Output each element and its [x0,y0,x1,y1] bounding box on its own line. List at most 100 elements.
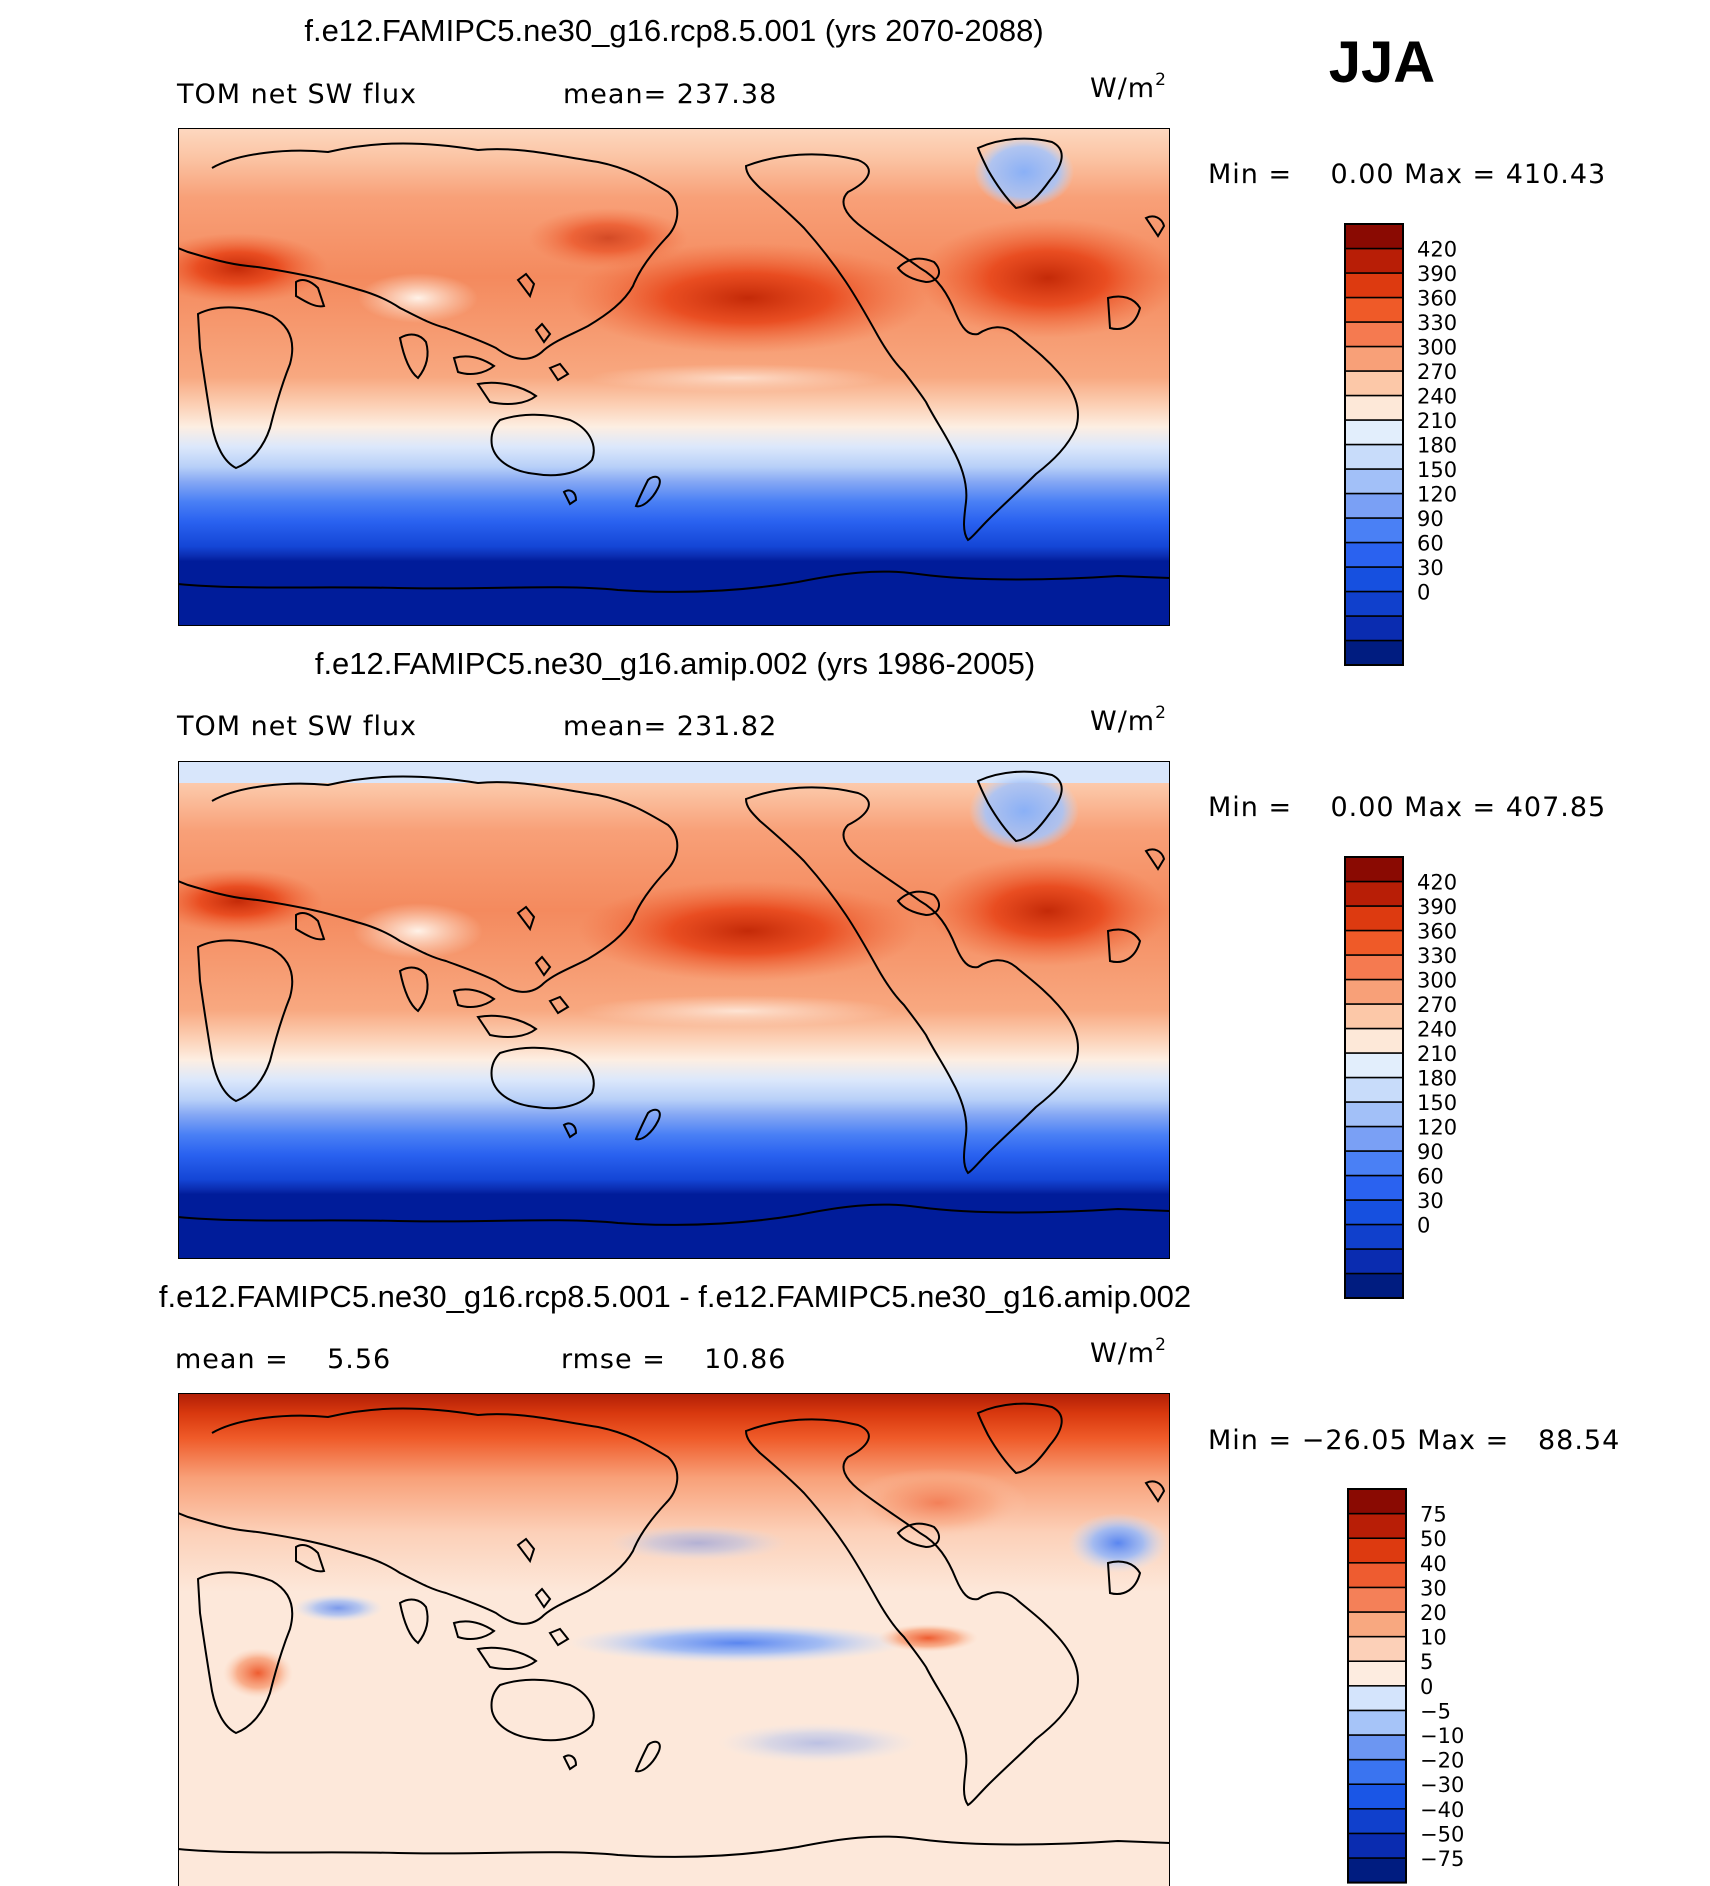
colorbar-outline [1344,223,1404,666]
colorbar-tick-label: 0 [1417,581,1430,605]
colorbar-tick-label: 0 [1420,1675,1433,1699]
colorbar-tick-label: 270 [1417,993,1457,1017]
panel3-mean: mean = 5.56 [175,1344,391,1375]
colorbar-tick-label: 10 [1420,1626,1447,1650]
panel2-unit: W/m2 [1090,703,1167,737]
panel1-hotspot-atlantic [918,218,1170,338]
panel3-rmse: rmse = 10.86 [561,1344,786,1375]
colorbar-swatch [1344,321,1404,348]
colorbar-tick-label: 50 [1420,1527,1447,1551]
colorbar-swatch [1344,880,1404,907]
panel2-hotspot-pacific [578,881,918,981]
colorbar-tick-label: 360 [1417,287,1457,311]
panel1-greenland [974,136,1074,208]
panel3-red-eastpac [878,1624,978,1652]
colorbar-tick-label: 180 [1417,1067,1457,1091]
colorbar-swatch [1347,1537,1407,1564]
colorbar-tick-label: 210 [1417,1042,1457,1066]
colorbar-tick-label: 240 [1417,1018,1457,1042]
colorbar-tick-label: 300 [1417,336,1457,360]
panel2-pale-ocean [578,995,898,1027]
colorbar-tick-label: 420 [1417,871,1457,895]
colorbar-tick-label: 360 [1417,920,1457,944]
colorbar-tick-label: 75 [1420,1503,1447,1527]
panel1-hotspot-med [178,233,328,303]
colorbar-swatch [1347,1635,1407,1662]
colorbar-swatch [1347,1832,1407,1859]
colorbar-swatch [1344,443,1404,470]
colorbar-tick-label: −5 [1420,1699,1451,1723]
season-label: JJA [1329,30,1435,95]
colorbar-tick-label: 330 [1417,311,1457,335]
colorbar-swatch [1347,1488,1407,1515]
colorbar-swatch [1344,247,1404,274]
colorbar-tick-label: 30 [1417,556,1444,580]
panel2-mean: mean= 231.82 [563,711,777,742]
colorbar-swatch [1344,566,1404,593]
colorbar-swatch [1344,1052,1404,1079]
panel3-blue-southpac [718,1723,918,1763]
colorbar-tick-label: 60 [1417,532,1444,556]
colorbar-swatch [1344,978,1404,1005]
panel2-hotspot-med [178,869,323,933]
panel2-pale-tibet [353,903,483,959]
panel1-map [178,128,1170,626]
colorbar-swatch [1344,272,1404,299]
colorbar-swatch [1344,639,1404,666]
colorbar-tick-label: −40 [1420,1798,1464,1822]
colorbar-swatch [1344,492,1404,519]
colorbar-tick-label: 420 [1417,238,1457,262]
colorbar-tick-label: 90 [1417,1140,1444,1164]
panel2-minmax: Min = 0.00 Max = 407.85 [1208,792,1606,823]
colorbar-swatch [1344,296,1404,323]
panel3-unit: W/m2 [1090,1335,1167,1369]
panel3-blue-pacific [568,1623,908,1663]
colorbar-swatch [1344,468,1404,495]
panel3-blue-atlantic [1068,1513,1168,1573]
colorbar-outline [1344,856,1404,1299]
colorbar-swatch [1344,590,1404,617]
colorbar-swatch [1344,856,1404,883]
colorbar-swatch [1344,1150,1404,1177]
colorbar-tick-label: 330 [1417,944,1457,968]
colorbar-swatch [1347,1734,1407,1761]
colorbar-tick-label: −10 [1420,1724,1464,1748]
colorbar-swatch [1347,1562,1407,1589]
colorbar-tick-label: 240 [1417,385,1457,409]
panel2-greenland [969,771,1079,851]
panel1-unit: W/m2 [1090,70,1167,104]
colorbar-swatch [1347,1808,1407,1835]
colorbar-swatch [1347,1685,1407,1712]
colorbar-tick-label: −75 [1420,1847,1464,1871]
colorbar-swatch [1347,1857,1407,1884]
panel3-blue-india [293,1594,383,1622]
colorbar-swatch [1344,954,1404,981]
colorbar-swatch [1344,615,1404,642]
panel2-subtitle: TOM net SW flux [176,711,417,742]
colorbar-tick-label: 30 [1420,1576,1447,1600]
colorbar-tick-label: 60 [1417,1165,1444,1189]
colorbar-tick-label: 5 [1420,1650,1433,1674]
colorbar-tick-label: 270 [1417,360,1457,384]
colorbar-tick-label: −20 [1420,1749,1464,1773]
colorbar-swatch [1344,905,1404,932]
colorbar-swatch [1344,345,1404,372]
panel2-hotspot-atlantic [928,856,1168,966]
panel2-title: f.e12.FAMIPC5.ne30_g16.amip.002 (yrs 198… [315,646,1035,681]
panel3-blue-npac [608,1525,788,1561]
colorbar-tick-label: −30 [1420,1773,1464,1797]
colorbar-swatch [1344,1076,1404,1103]
colorbar-swatch [1344,1174,1404,1201]
colorbar-tick-label: 180 [1417,434,1457,458]
colorbar-tick-label: 390 [1417,262,1457,286]
panel1-pale-ocean [588,364,888,392]
colorbar-tick-label: 210 [1417,409,1457,433]
panel3-red-us [848,1468,1028,1538]
colorbar-swatch [1344,541,1404,568]
colorbar-swatch [1344,1027,1404,1054]
panel1-subtitle: TOM net SW flux [176,79,417,110]
panel1-mean: mean= 237.38 [563,79,777,110]
